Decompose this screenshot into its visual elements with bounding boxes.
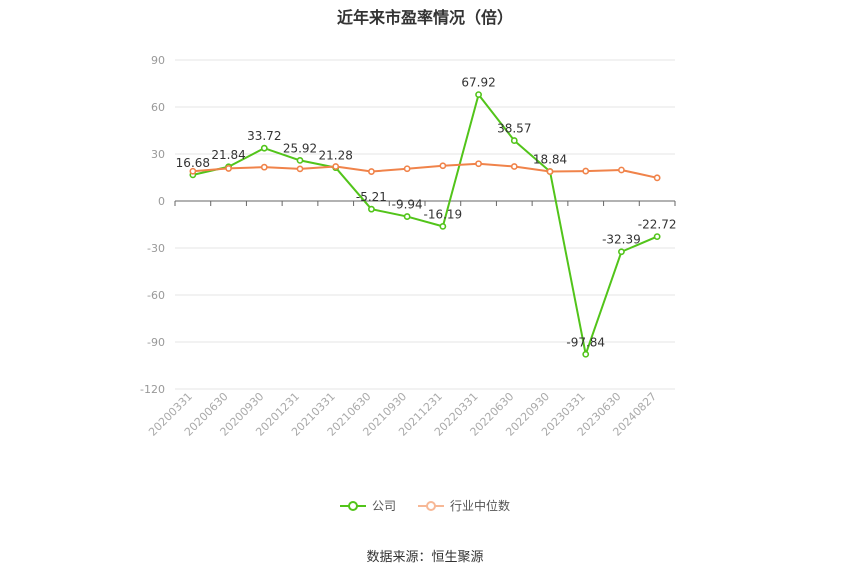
company-data-label: -97.84 <box>566 335 605 349</box>
line-chart: 90 60 30 0 -30 -60 -90 -120 2020033120200630202… <box>140 54 677 439</box>
y-tick-label: -60 <box>147 289 165 302</box>
industry-median-data-point <box>260 163 268 171</box>
industry-median-data-point <box>332 163 340 170</box>
industry-median-data-point <box>546 168 554 175</box>
chart-title: 近年来市盈率情况（倍） <box>336 8 513 27</box>
company-data-label: -22.72 <box>638 218 677 232</box>
industry-median-data-point <box>439 162 447 170</box>
company-data-point <box>618 248 625 256</box>
legend-item-industry-median[interactable]: 行业中位数 <box>418 497 510 514</box>
company-series-line <box>192 93 658 356</box>
company-data-point <box>475 91 482 98</box>
legend-marker-industry-median <box>418 500 444 511</box>
legend-item-company[interactable]: 公司 <box>339 497 396 514</box>
y-tick-label: -30 <box>147 242 165 255</box>
company-data-label: 16.68 <box>176 156 210 170</box>
company-data-label: 25.92 <box>283 141 317 155</box>
industry-median-data-point <box>475 160 482 168</box>
legend-marker-company <box>339 500 366 511</box>
industry-median-data-point <box>653 174 661 182</box>
legend-label-industry-median: 行业中位数 <box>450 499 511 513</box>
company-data-label: -16.19 <box>424 207 463 221</box>
company-data-label: 38.57 <box>497 122 531 136</box>
y-tick-label: 0 <box>158 195 165 208</box>
y-tick-label: 60 <box>151 101 165 114</box>
grid-lines <box>174 59 676 390</box>
company-data-point <box>510 137 518 144</box>
industry-median-series-line <box>192 162 658 179</box>
y-tick-label: -120 <box>140 383 165 396</box>
company-data-point <box>296 156 304 164</box>
series-lines <box>189 91 661 358</box>
company-data-label: -9.94 <box>392 198 423 212</box>
company-data-label: -5.21 <box>356 190 387 204</box>
legend: 公司 行业中位数 <box>0 497 850 514</box>
y-tick-label: 30 <box>151 148 165 161</box>
company-data-label: 18.84 <box>533 152 567 166</box>
y-tick-label: -90 <box>147 336 165 349</box>
data-source: 数据来源：恒生聚源 <box>366 550 484 565</box>
industry-median-data-point <box>368 168 375 175</box>
company-data-label: 67.92 <box>461 76 495 90</box>
company-data-point <box>260 144 268 152</box>
company-data-point <box>653 233 661 240</box>
industry-median-data-point <box>582 167 590 175</box>
company-data-point <box>582 350 590 358</box>
industry-median-data-point <box>618 166 625 174</box>
y-axis-ticks: 90 60 30 0 -30 -60 -90 -120 <box>140 54 165 396</box>
company-data-label: 21.84 <box>211 148 245 162</box>
company-data-label: -32.39 <box>602 233 641 247</box>
industry-median-data-point <box>296 165 304 173</box>
industry-median-data-point <box>510 163 518 170</box>
industry-median-data-point <box>189 167 197 175</box>
y-tick-label: 90 <box>151 54 165 67</box>
x-axis-ticks: 2020033120200630202009302020123120210331… <box>146 390 659 439</box>
industry-median-data-point <box>225 165 232 172</box>
company-data-label: 21.28 <box>319 149 353 163</box>
company-data-point <box>439 222 447 230</box>
legend-label-company: 公司 <box>371 499 396 513</box>
company-data-point <box>368 205 375 213</box>
company-data-label: 33.72 <box>247 129 281 143</box>
company-data-point <box>403 213 411 220</box>
industry-median-data-point <box>403 165 411 173</box>
